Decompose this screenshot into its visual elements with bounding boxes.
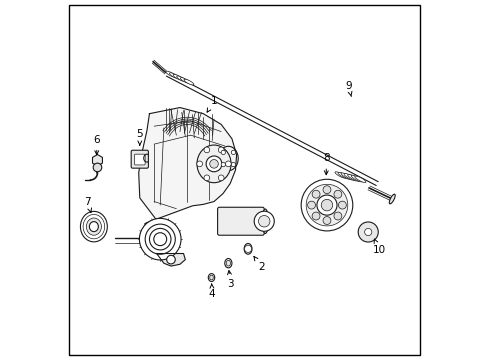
Ellipse shape (197, 145, 230, 183)
Circle shape (221, 162, 225, 167)
FancyBboxPatch shape (134, 154, 145, 165)
Circle shape (218, 147, 224, 153)
Text: 3: 3 (227, 271, 234, 289)
Circle shape (316, 195, 336, 215)
Text: 4: 4 (208, 283, 215, 299)
Circle shape (206, 156, 222, 172)
Circle shape (153, 233, 166, 246)
Ellipse shape (354, 176, 365, 183)
Text: 1: 1 (207, 96, 217, 112)
Circle shape (231, 150, 235, 154)
Text: 8: 8 (322, 153, 329, 175)
Ellipse shape (337, 172, 349, 179)
Ellipse shape (165, 71, 176, 77)
Ellipse shape (226, 260, 230, 266)
Circle shape (357, 222, 378, 242)
Ellipse shape (169, 73, 180, 79)
Circle shape (244, 245, 251, 252)
Circle shape (209, 159, 218, 168)
Circle shape (305, 184, 347, 226)
Ellipse shape (183, 79, 193, 85)
Circle shape (254, 211, 274, 231)
Ellipse shape (350, 175, 362, 182)
Circle shape (139, 219, 181, 260)
Circle shape (149, 228, 171, 250)
FancyBboxPatch shape (217, 207, 264, 235)
Circle shape (323, 217, 330, 225)
Text: 2: 2 (253, 256, 264, 272)
Ellipse shape (80, 211, 107, 242)
Circle shape (321, 199, 332, 211)
Ellipse shape (218, 146, 238, 171)
Circle shape (221, 150, 225, 154)
Text: 7: 7 (84, 197, 91, 212)
FancyBboxPatch shape (131, 150, 148, 168)
Ellipse shape (173, 75, 183, 80)
Circle shape (93, 163, 102, 172)
Ellipse shape (344, 174, 356, 181)
Polygon shape (156, 253, 185, 266)
Circle shape (203, 147, 209, 153)
Ellipse shape (176, 76, 186, 82)
Circle shape (225, 161, 231, 167)
Text: 6: 6 (93, 135, 100, 154)
Ellipse shape (224, 258, 231, 268)
Ellipse shape (209, 275, 213, 280)
Polygon shape (139, 108, 236, 253)
Ellipse shape (347, 174, 359, 181)
Ellipse shape (180, 78, 190, 84)
Ellipse shape (83, 215, 104, 239)
Circle shape (311, 212, 319, 220)
Ellipse shape (262, 209, 268, 233)
Circle shape (364, 228, 371, 235)
Text: 5: 5 (136, 129, 143, 145)
Ellipse shape (89, 222, 98, 231)
Ellipse shape (340, 173, 353, 180)
Ellipse shape (86, 218, 101, 235)
Ellipse shape (244, 243, 251, 254)
Circle shape (301, 179, 352, 231)
Circle shape (258, 216, 269, 227)
Circle shape (307, 201, 315, 209)
Circle shape (203, 175, 209, 181)
Circle shape (333, 212, 341, 220)
Circle shape (166, 255, 175, 264)
Circle shape (231, 162, 235, 167)
Circle shape (333, 190, 341, 198)
Circle shape (311, 190, 319, 198)
Text: 10: 10 (372, 239, 385, 255)
Ellipse shape (334, 172, 346, 178)
Circle shape (196, 161, 202, 167)
Circle shape (323, 186, 330, 194)
Circle shape (338, 201, 346, 209)
Text: 9: 9 (345, 81, 351, 96)
Circle shape (145, 224, 175, 254)
Ellipse shape (208, 274, 214, 282)
Ellipse shape (388, 194, 394, 204)
Circle shape (218, 175, 224, 181)
